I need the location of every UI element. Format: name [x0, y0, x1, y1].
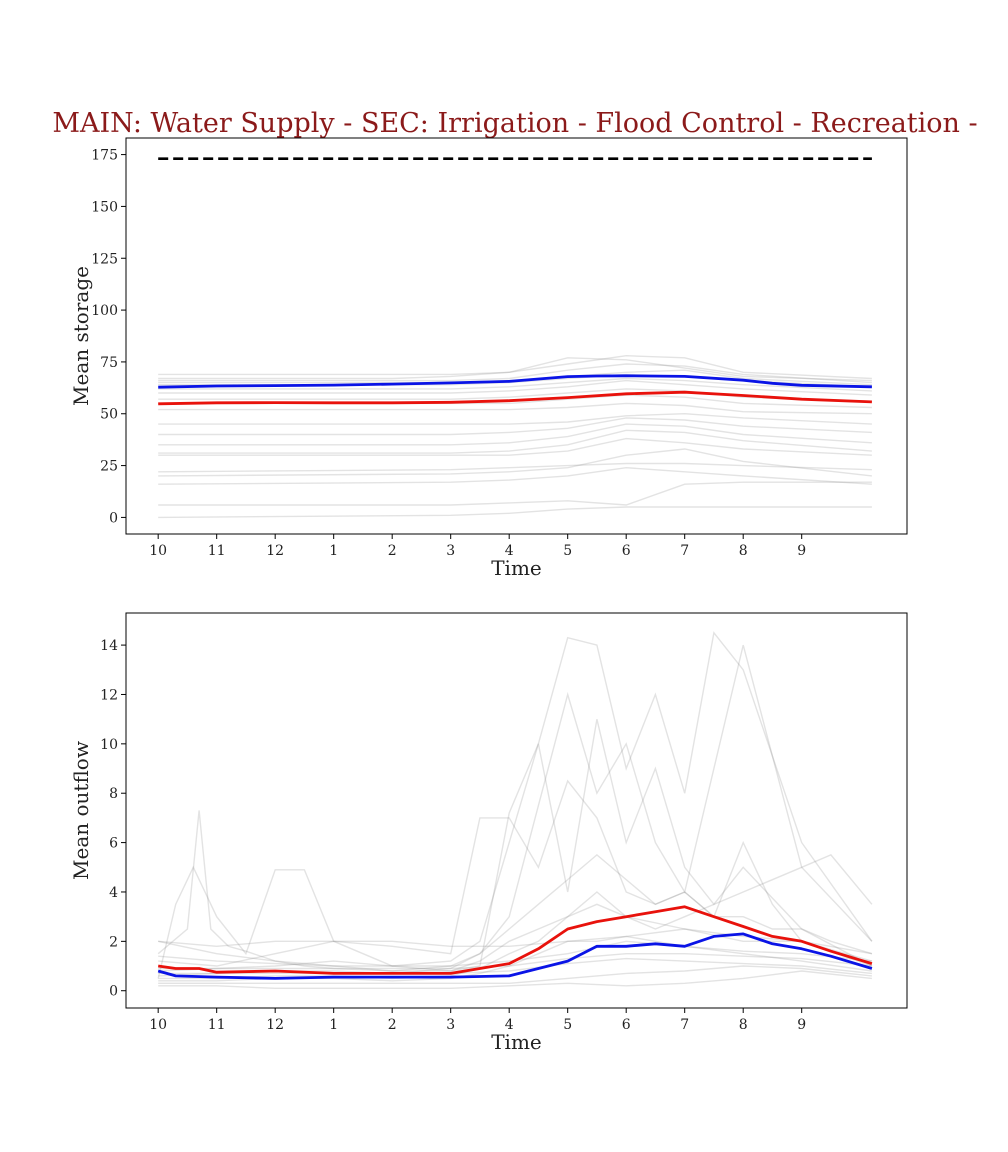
outflow-y-tick-label: 12	[100, 687, 118, 703]
storage-y-tick-label: 175	[91, 148, 118, 164]
storage-x-tick-label: 5	[563, 543, 572, 559]
storage-x-tick-label: 3	[446, 543, 455, 559]
storage-x-tick-label: 9	[797, 543, 806, 559]
outflow-blue-series-line	[157, 932, 873, 980]
storage-red-series-line	[158, 390, 872, 406]
storage-axes-frame	[125, 137, 908, 535]
outflow-x-ticks: 10 11 12 1 2 3 4 5 6 7 8 9	[149, 1008, 806, 1033]
storage-x-ticks: 10 11 12 1 2 3 4 5 6 7 8 9	[149, 534, 806, 559]
outflow-ensemble-line-5	[158, 779, 873, 967]
storage-ensemble-line-12	[158, 423, 872, 446]
outflow-ensemble-line-12	[158, 957, 872, 975]
storage-x-axis-label: Time	[491, 556, 542, 580]
outflow-ensemble-line-1	[157, 631, 873, 979]
outflow-ensemble-lines	[157, 631, 873, 989]
storage-series	[158, 157, 872, 406]
storage-y-tick-label: 50	[100, 407, 118, 423]
outflow-x-axis-label: Time	[491, 1030, 542, 1054]
outflow-y-tick-label: 2	[109, 934, 118, 950]
storage-ensemble-line-16	[158, 448, 872, 477]
storage-x-tick-label: 6	[622, 543, 631, 559]
outflow-y-ticks: 0 2 4 6 8 10 12 14	[100, 638, 126, 1000]
outflow-ensemble-line-11	[158, 940, 872, 967]
outflow-x-tick-label: 11	[208, 1017, 226, 1033]
storage-y-axis-label: Mean storage	[69, 266, 93, 406]
outflow-x-tick-label: 10	[149, 1017, 167, 1033]
storage-ensemble-line-1	[158, 357, 872, 382]
outflow-x-tick-label: 7	[680, 1017, 689, 1033]
storage-x-tick-label: 11	[208, 543, 226, 559]
outflow-x-tick-label: 8	[739, 1017, 748, 1033]
storage-x-tick-label: 7	[680, 543, 689, 559]
outflow-ensemble-line-3	[158, 719, 873, 972]
storage-x-tick-label: 8	[739, 543, 748, 559]
outflow-x-tick-label: 9	[797, 1017, 806, 1033]
outflow-ensemble-line-9	[158, 928, 873, 955]
storage-x-tick-label: 1	[329, 543, 338, 559]
storage-x-tick-label: 12	[266, 543, 284, 559]
storage-y-tick-label: 150	[91, 199, 118, 215]
outflow-ensemble-line-13	[158, 970, 872, 989]
storage-ensemble-line-14	[158, 437, 872, 456]
storage-ensemble-line-6	[158, 379, 872, 396]
outflow-ensemble-line-4	[158, 853, 873, 977]
outflow-ensemble-line-2	[158, 644, 873, 972]
outflow-x-tick-label: 4	[505, 1017, 514, 1033]
outflow-x-tick-label: 6	[622, 1017, 631, 1033]
storage-ensemble-line-0	[158, 354, 872, 380]
storage-ensemble-line-9	[158, 402, 872, 415]
outflow-y-tick-label: 6	[109, 836, 118, 852]
storage-ensemble-line-5	[158, 377, 872, 392]
storage-y-tick-label: 75	[100, 355, 118, 371]
storage-ensemble-line-13	[158, 429, 872, 454]
storage-ensemble-line-11	[158, 417, 872, 436]
outflow-axes-frame	[125, 612, 908, 1009]
chart-title: MAIN: Water Supply - SEC: Irrigation - F…	[52, 108, 977, 139]
outflow-y-tick-label: 8	[109, 786, 118, 802]
storage-ensemble-lines	[158, 354, 872, 519]
storage-y-tick-label: 100	[91, 303, 118, 319]
outflow-red-series-line	[158, 905, 873, 975]
storage-ensemble-line-19	[158, 506, 872, 519]
storage-x-tick-label: 10	[149, 543, 167, 559]
storage-ensemble-line-15	[158, 462, 872, 473]
outflow-y-tick-label: 10	[100, 737, 118, 753]
storage-y-tick-label: 0	[109, 510, 118, 526]
outflow-x-tick-label: 12	[266, 1017, 284, 1033]
storage-blue-series-line	[158, 374, 872, 389]
outflow-ensemble-line-0	[157, 810, 873, 972]
storage-y-tick-label: 25	[100, 459, 118, 475]
storage-ensemble-line-18	[158, 481, 872, 506]
storage-ensemble-line-2	[158, 363, 872, 384]
outflow-ensemble-line-6	[158, 854, 873, 980]
storage-y-tick-label: 125	[91, 251, 118, 267]
outflow-x-tick-label: 3	[446, 1017, 455, 1033]
outflow-ensemble-line-8	[158, 953, 872, 970]
outflow-y-tick-label: 14	[100, 638, 118, 654]
storage-ensemble-line-10	[158, 412, 872, 425]
outflow-ensemble-line-10	[158, 965, 872, 984]
outflow-y-tick-label: 0	[109, 984, 118, 1000]
storage-x-tick-label: 2	[388, 543, 397, 559]
storage-y-ticks: 0 25 50 75 100 125 150 175	[91, 148, 126, 526]
outflow-y-tick-label: 4	[109, 885, 118, 901]
outflow-x-tick-label: 2	[388, 1017, 397, 1033]
outflow-x-tick-label: 5	[563, 1017, 572, 1033]
outflow-series	[157, 905, 873, 980]
outflow-x-tick-label: 1	[329, 1017, 338, 1033]
storage-x-tick-label: 4	[505, 543, 514, 559]
storage-ensemble-line-17	[158, 466, 872, 485]
outflow-y-axis-label: Mean outflow	[69, 741, 93, 880]
